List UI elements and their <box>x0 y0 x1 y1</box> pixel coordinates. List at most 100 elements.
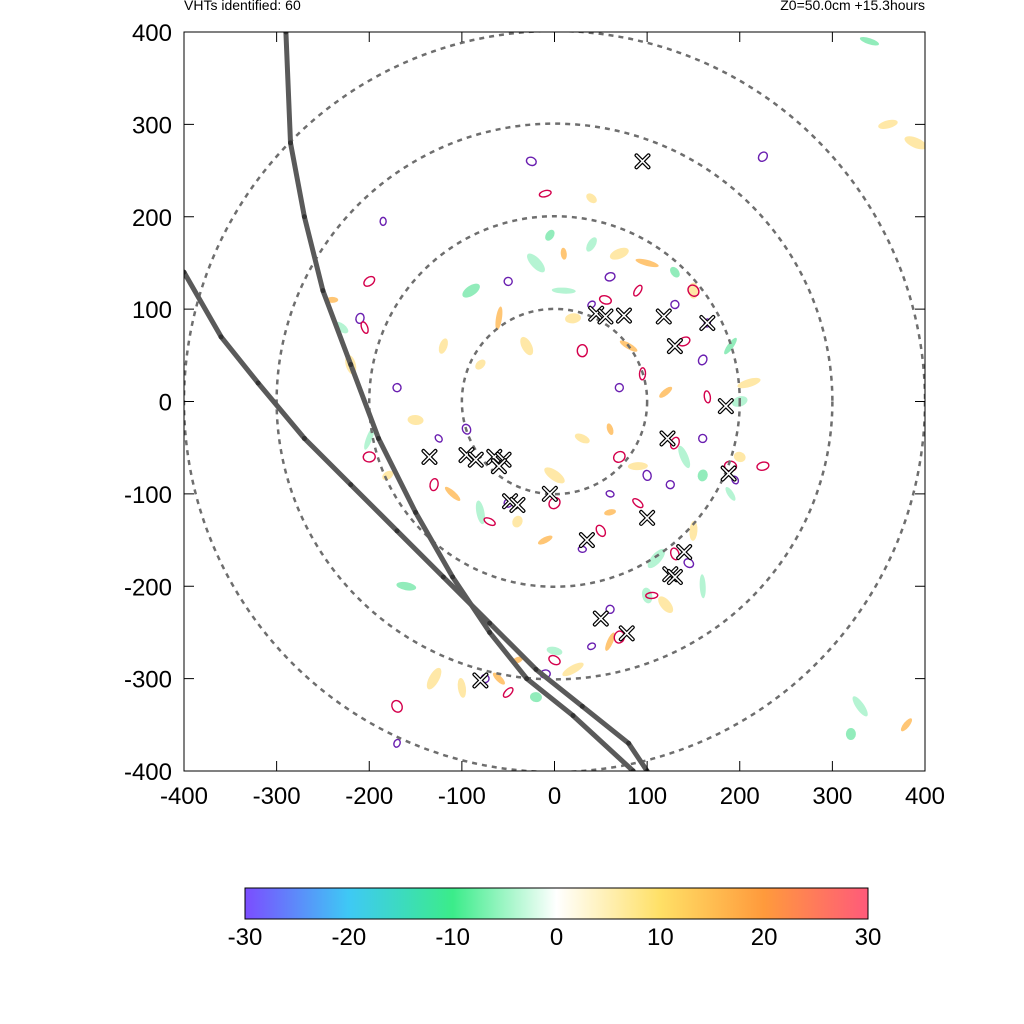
range-ring <box>184 32 925 771</box>
track-point <box>570 713 576 719</box>
vht-marker <box>509 496 526 513</box>
x-tick-label: 0 <box>548 783 561 810</box>
field-patch <box>647 548 666 569</box>
field-patch <box>444 486 461 501</box>
vht-marker-fill <box>580 533 594 547</box>
x-tick-labels: -400 -300 -200 -100 0 100 200 300 400 <box>160 783 945 810</box>
vorticity-contour <box>697 354 708 366</box>
y-tick-label: 100 <box>132 297 172 324</box>
field-patch <box>586 237 597 252</box>
field-patch <box>396 581 417 591</box>
vht-marker <box>592 610 609 627</box>
vorticity-contour <box>669 547 680 561</box>
field-patch <box>605 632 615 651</box>
vorticity-contour <box>670 299 680 310</box>
vht-marker <box>659 430 676 447</box>
vht-marker-fill <box>640 511 654 525</box>
range-ring <box>275 122 834 681</box>
field-patch <box>737 377 761 389</box>
vorticity-contour <box>548 496 561 510</box>
vorticity-contour <box>638 367 647 381</box>
vht-marker <box>597 308 614 325</box>
vorticity-contour <box>614 382 625 393</box>
colorbar-tick-label: -10 <box>435 924 470 951</box>
track-lines <box>184 32 650 771</box>
x-tick-label: 300 <box>812 783 852 810</box>
field-patch <box>659 386 673 398</box>
vht-marker <box>655 308 672 325</box>
field-patch <box>537 535 553 545</box>
vht-marker-fill <box>468 452 483 467</box>
y-tick-labels: -400 -300 -200 -100 0 100 200 300 400 <box>124 20 172 786</box>
field-patch <box>562 662 584 677</box>
vorticity-contour <box>642 469 652 482</box>
field-patch <box>845 728 856 741</box>
vorticity-contour <box>525 156 537 167</box>
field-layer <box>326 37 925 741</box>
vorticity-contour <box>391 699 403 713</box>
colorbar <box>244 887 869 920</box>
plot-frame <box>183 31 926 772</box>
vht-marker <box>618 625 635 642</box>
vorticity-contour <box>502 687 514 698</box>
field-patch <box>462 283 480 298</box>
vht-marker-fill <box>619 626 634 641</box>
track-point <box>487 629 493 635</box>
field-patch <box>689 520 698 541</box>
vorticity-contour <box>757 151 769 163</box>
vht-marker-fill <box>492 459 506 473</box>
y-tick-label: 0 <box>159 390 172 417</box>
vht-marker <box>502 493 519 510</box>
x-tick-label: -400 <box>160 783 208 810</box>
vht-marker <box>676 544 693 561</box>
track-point <box>288 140 294 146</box>
colorbar-tick-label: 10 <box>646 924 674 951</box>
y-tick-label: -100 <box>124 482 172 509</box>
field-patch <box>641 587 653 604</box>
y-tick-label: -300 <box>124 667 172 694</box>
vorticity-contour <box>665 479 675 490</box>
vorticity-contour <box>483 517 496 527</box>
vht-marker <box>578 532 595 549</box>
vht-marker-fill <box>700 316 715 330</box>
field-patch <box>457 677 467 698</box>
vht-marker-fill <box>459 448 474 462</box>
vht-marker <box>458 447 475 464</box>
colorbar-tick-label: -20 <box>331 924 367 951</box>
field-patch <box>606 423 614 435</box>
field-patch <box>900 718 913 732</box>
vht-marker-fill <box>598 309 613 324</box>
field-patch <box>604 509 616 516</box>
track-point <box>630 768 636 771</box>
field-patch <box>529 692 542 703</box>
track-point <box>320 288 326 294</box>
vorticity-contour <box>604 271 616 282</box>
x-tick-label: -300 <box>253 783 301 810</box>
contour-layer <box>355 151 770 748</box>
track-point <box>348 362 354 368</box>
field-patch <box>545 229 555 241</box>
vorticity-contour <box>698 433 708 444</box>
vht-marker-fill <box>668 339 682 353</box>
track-point <box>184 269 187 275</box>
vorticity-contour <box>360 321 369 335</box>
vht-marker <box>541 485 558 502</box>
range-rings <box>184 32 925 771</box>
track-point <box>301 214 307 220</box>
track-point <box>626 740 632 746</box>
vht-marker-fill <box>635 154 650 169</box>
vorticity-contour <box>645 591 659 600</box>
field-patch <box>520 336 534 356</box>
vorticity-contour <box>461 423 472 435</box>
vorticity-contour <box>548 654 561 666</box>
track-point <box>579 703 585 709</box>
track-point <box>440 574 446 580</box>
vht-marker <box>490 458 507 475</box>
x-tick-label: 200 <box>720 783 760 810</box>
track-point <box>301 435 307 441</box>
vht-marker <box>666 569 683 586</box>
vht-marker <box>472 672 489 689</box>
field-patch <box>697 469 708 482</box>
track-point <box>348 482 354 488</box>
